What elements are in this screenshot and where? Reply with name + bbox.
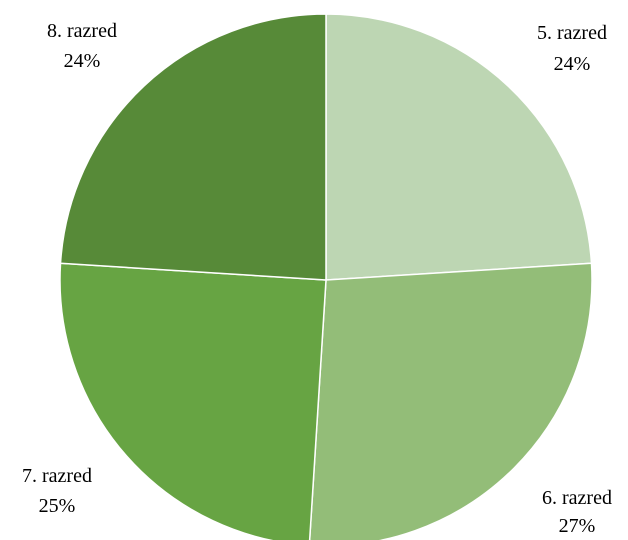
pie-slice-8-razred [59,13,327,281]
data-label-6-razred: 6. razred 27% [542,487,612,537]
category-label-5-razred: 5. razred [537,22,607,44]
pie-slices [59,13,593,540]
percent-label-8-razred: 24% [64,50,101,72]
pie-slice-7-razred [59,262,327,540]
pie-slice-5-razred [325,13,593,281]
category-label-8-razred: 8. razred [47,20,117,42]
pie-slice-6-razred [308,262,593,540]
category-label-6-razred: 6. razred [542,487,612,509]
data-label-5-razred: 5. razred 24% [537,22,607,75]
percent-label-7-razred: 25% [39,495,76,517]
percent-label-6-razred: 27% [559,515,596,537]
data-label-8-razred: 8. razred 24% [47,20,117,72]
data-label-7-razred: 7. razred 25% [22,465,92,517]
category-label-7-razred: 7. razred [22,465,92,487]
percent-label-5-razred: 24% [554,53,591,75]
